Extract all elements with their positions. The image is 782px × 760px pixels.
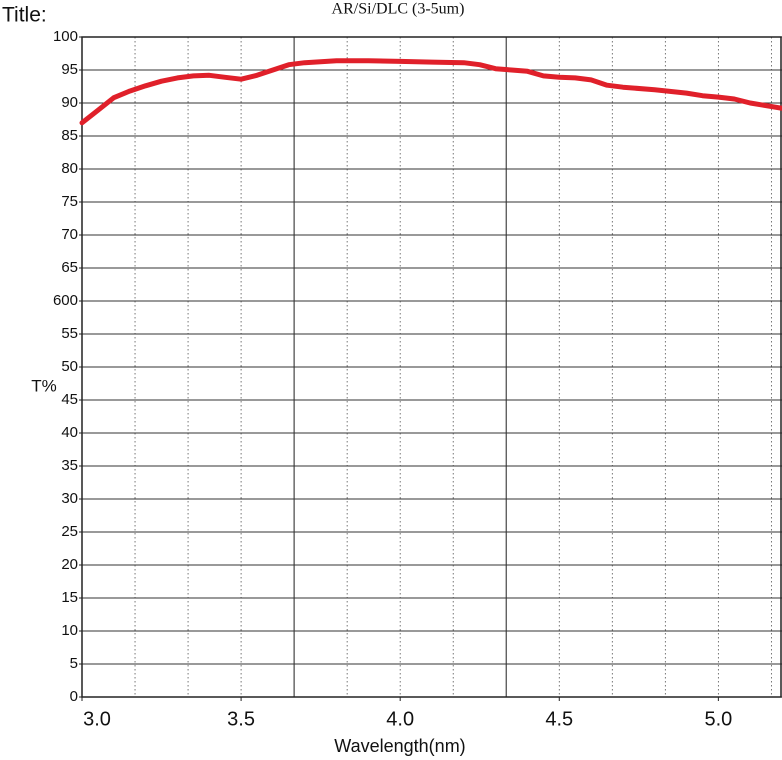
y-tick-label: 50 bbox=[61, 358, 78, 375]
y-tick-label: 95 bbox=[61, 61, 78, 78]
y-tick-label: 30 bbox=[61, 490, 78, 507]
y-tick-label: 15 bbox=[61, 589, 78, 606]
x-tick-label: 3.0 bbox=[83, 708, 111, 730]
y-tick-label: 45 bbox=[61, 391, 78, 408]
y-tick-label: 35 bbox=[61, 457, 78, 474]
y-axis-label: T% bbox=[31, 376, 57, 395]
x-axis-label: Wavelength(nm) bbox=[334, 736, 465, 756]
x-tick-label: 4.5 bbox=[545, 708, 573, 730]
y-tick-label: 90 bbox=[61, 94, 78, 111]
y-tick-label: 600 bbox=[53, 292, 78, 309]
chart-title: AR/Si/DLC (3-5um) bbox=[332, 1, 465, 18]
y-tick-label: 85 bbox=[61, 127, 78, 144]
y-tick-label: 5 bbox=[70, 655, 78, 672]
y-tick-label: 0 bbox=[70, 688, 78, 705]
y-tick-label: 55 bbox=[61, 325, 78, 342]
y-tick-label: 10 bbox=[61, 622, 78, 639]
y-tick-label: 100 bbox=[53, 28, 78, 45]
y-tick-label: 25 bbox=[61, 523, 78, 540]
x-tick-label: 3.5 bbox=[227, 708, 255, 730]
data-line bbox=[79, 58, 782, 126]
y-tick-label: 70 bbox=[61, 226, 78, 243]
y-tick-label: 80 bbox=[61, 160, 78, 177]
title-label: Title: bbox=[2, 4, 47, 27]
x-tick-label: 4.0 bbox=[386, 708, 414, 730]
y-tick-label: 65 bbox=[61, 259, 78, 276]
y-tick-label: 40 bbox=[61, 424, 78, 441]
y-tick-label: 75 bbox=[61, 193, 78, 210]
x-tick-label: 5.0 bbox=[704, 708, 732, 730]
y-tick-label: 20 bbox=[61, 556, 78, 573]
plot-frame bbox=[81, 36, 782, 698]
